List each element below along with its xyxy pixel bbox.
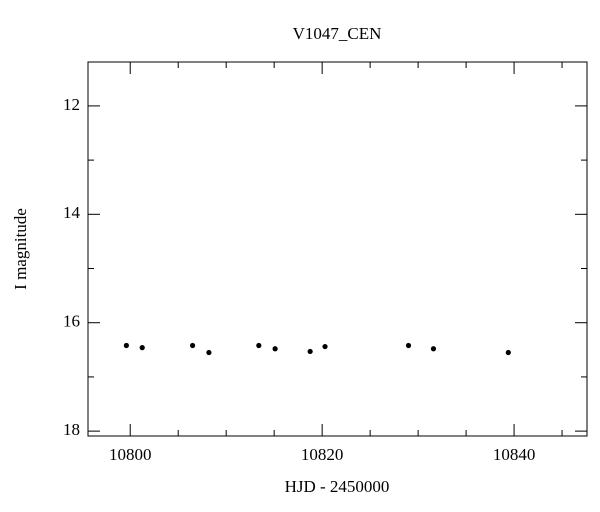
point bbox=[307, 348, 313, 355]
point bbox=[505, 349, 511, 356]
point bbox=[430, 346, 437, 352]
point bbox=[206, 349, 212, 356]
point bbox=[123, 342, 129, 349]
plot-frame bbox=[87, 61, 588, 437]
x-axis-label: HJD - 2450000 bbox=[285, 477, 390, 496]
point bbox=[272, 346, 278, 352]
x-tick-label: 10800 bbox=[109, 445, 152, 464]
y-tick-label: 12 bbox=[63, 95, 80, 114]
y-axis-label: I magnitude bbox=[11, 208, 30, 290]
point bbox=[139, 345, 145, 351]
point bbox=[322, 343, 328, 350]
point bbox=[256, 342, 262, 349]
point bbox=[189, 342, 196, 349]
point bbox=[405, 342, 412, 349]
x-tick-label: 10820 bbox=[301, 445, 344, 464]
chart-title: V1047_CEN bbox=[293, 24, 382, 43]
y-tick-label: 14 bbox=[63, 203, 81, 222]
y-tick-label: 16 bbox=[63, 312, 80, 331]
y-tick-label: 18 bbox=[63, 420, 80, 439]
x-tick-label: 10840 bbox=[493, 445, 536, 464]
